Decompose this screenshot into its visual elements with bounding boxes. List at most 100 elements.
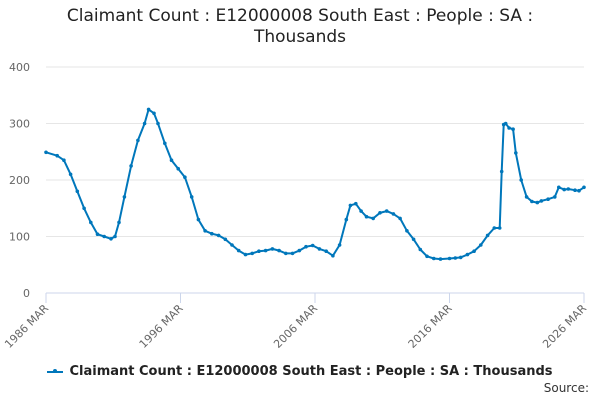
data-point[interactable] — [210, 231, 214, 236]
data-point[interactable] — [257, 249, 261, 253]
data-point[interactable] — [514, 151, 518, 155]
data-point[interactable] — [122, 195, 127, 199]
x-tick-label: 2026 MAR — [540, 302, 589, 351]
legend-label: Claimant Count : E12000008 South East : … — [69, 364, 553, 379]
data-point[interactable] — [270, 247, 275, 251]
data-point[interactable] — [223, 237, 228, 242]
data-point[interactable] — [263, 248, 268, 253]
data-point[interactable] — [479, 243, 483, 247]
data-point[interactable] — [317, 247, 322, 251]
data-point[interactable] — [189, 195, 194, 199]
y-tick-label: 300 — [9, 118, 30, 131]
data-point[interactable] — [557, 185, 561, 190]
data-point[interactable] — [163, 141, 167, 146]
data-point[interactable] — [485, 233, 490, 238]
x-tick-label: 1986 MAR — [2, 302, 51, 351]
data-point[interactable] — [371, 216, 376, 221]
chart-title: Claimant Count : E12000008 South East : … — [66, 6, 534, 47]
data-point[interactable] — [236, 248, 241, 253]
data-point[interactable] — [109, 237, 113, 241]
data-point[interactable] — [146, 107, 151, 112]
data-point[interactable] — [553, 195, 557, 199]
data-point[interactable] — [465, 252, 470, 257]
data-point[interactable] — [577, 188, 581, 193]
data-point[interactable] — [405, 229, 409, 233]
data-point[interactable] — [359, 209, 363, 213]
data-point[interactable] — [438, 257, 443, 261]
data-point[interactable] — [524, 195, 529, 199]
data-point[interactable] — [566, 187, 571, 191]
data-point[interactable] — [117, 220, 121, 225]
data-point[interactable] — [75, 189, 80, 194]
data-point[interactable] — [573, 188, 577, 192]
data-point[interactable] — [497, 226, 502, 230]
x-tick-label: 2006 MAR — [271, 302, 320, 351]
data-point[interactable] — [95, 232, 100, 236]
data-point[interactable] — [472, 249, 476, 253]
data-point[interactable] — [136, 138, 140, 143]
data-point[interactable] — [203, 229, 207, 233]
data-point[interactable] — [535, 200, 540, 205]
data-point[interactable] — [458, 255, 463, 260]
data-point[interactable] — [453, 256, 458, 260]
data-point[interactable] — [82, 206, 86, 211]
data-point[interactable] — [337, 243, 342, 247]
data-point[interactable] — [492, 226, 497, 230]
data-point[interactable] — [432, 256, 436, 261]
y-tick-label: 400 — [9, 61, 30, 74]
data-point[interactable] — [250, 251, 254, 256]
legend-swatch-icon — [47, 368, 64, 373]
data-point[interactable] — [344, 217, 349, 222]
data-point[interactable] — [169, 158, 174, 162]
data-point[interactable] — [230, 243, 234, 247]
data-point[interactable] — [113, 234, 117, 239]
data-point[interactable] — [364, 214, 369, 219]
data-point[interactable] — [44, 150, 48, 155]
data-point[interactable] — [284, 251, 288, 256]
data-point[interactable] — [68, 172, 73, 177]
data-point[interactable] — [152, 111, 156, 116]
data-point[interactable] — [511, 127, 515, 131]
data-point[interactable] — [331, 253, 335, 258]
data-point[interactable] — [418, 247, 423, 252]
data-point[interactable] — [391, 212, 396, 216]
data-point[interactable] — [398, 216, 402, 221]
data-point[interactable] — [243, 252, 248, 257]
data-point[interactable] — [503, 121, 508, 126]
data-point[interactable] — [447, 256, 452, 261]
data-point[interactable] — [519, 178, 523, 182]
data-point[interactable] — [546, 197, 550, 201]
data-point[interactable] — [297, 248, 302, 253]
data-point[interactable] — [582, 185, 586, 190]
legend[interactable]: Claimant Count : E12000008 South East : … — [0, 364, 600, 379]
data-point[interactable] — [425, 254, 429, 259]
data-point[interactable] — [562, 187, 566, 192]
data-point[interactable] — [176, 166, 180, 171]
data-point[interactable] — [129, 164, 133, 168]
data-point[interactable] — [183, 175, 187, 179]
data-point[interactable] — [499, 169, 504, 174]
data-point[interactable] — [304, 244, 308, 249]
data-point[interactable] — [156, 121, 160, 126]
data-point[interactable] — [277, 248, 281, 253]
data-point[interactable] — [89, 220, 93, 225]
data-point[interactable] — [539, 199, 544, 203]
data-point[interactable] — [102, 234, 106, 239]
data-point[interactable] — [196, 217, 201, 222]
data-point[interactable] — [216, 233, 221, 238]
data-point[interactable] — [310, 243, 315, 248]
data-point[interactable] — [384, 209, 389, 213]
data-point[interactable] — [411, 237, 416, 242]
data-point[interactable] — [530, 199, 534, 204]
series-group — [44, 107, 586, 261]
data-point[interactable] — [354, 201, 358, 206]
data-point[interactable] — [142, 121, 147, 126]
data-point[interactable] — [290, 251, 295, 256]
data-point[interactable] — [324, 249, 329, 253]
data-point[interactable] — [55, 153, 59, 158]
data-point[interactable] — [62, 158, 66, 162]
data-point[interactable] — [348, 203, 353, 208]
data-point[interactable] — [378, 211, 382, 215]
data-point[interactable] — [507, 126, 511, 130]
source-label: Source: — [543, 381, 589, 395]
